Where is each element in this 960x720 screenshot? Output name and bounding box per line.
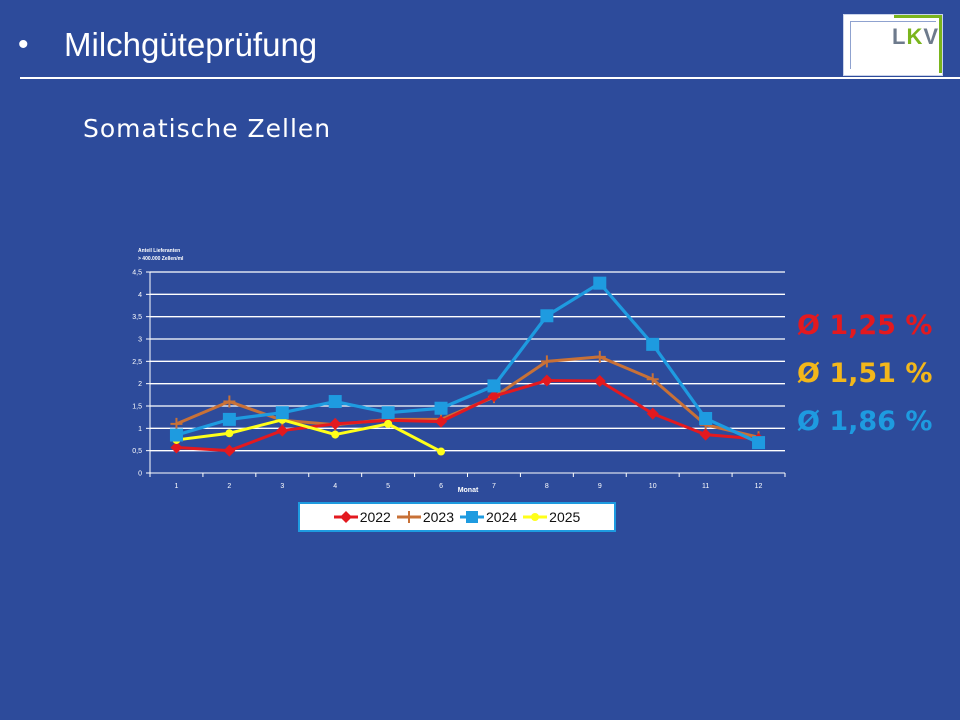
legend-label: 2022 [359,509,391,525]
legend-swatch-icon [396,511,421,523]
data-point-2025 [331,430,340,439]
slide-title: • Milchgüteprüfung [18,26,317,64]
y-axis-label-line2: > 400.000 Zellen/ml [138,256,184,262]
x-tick-label: 8 [545,483,549,490]
x-tick-label: 1 [175,483,179,490]
average-2024-label: Ø 1,86 % [797,406,933,437]
logo-wordmark: LKV [892,24,940,49]
data-point-2022 [329,417,342,430]
y-tick-label: 3,5 [132,314,142,321]
x-tick-label: 9 [598,483,602,490]
data-point-2022 [170,441,183,454]
data-point-2022 [593,374,606,387]
x-tick-label: 3 [280,483,284,490]
x-axis-label: Monat [458,487,479,494]
y-tick-label: 1 [138,426,142,433]
y-tick-label: 2 [138,381,142,388]
data-point-2023 [646,373,659,386]
lkv-logo: LKV [843,14,943,76]
data-point-2022 [540,374,553,387]
data-point-2025 [384,419,393,428]
data-point-2024 [593,276,607,290]
data-point-2022 [487,390,500,403]
legend-item-2024: 2024 [460,509,517,525]
data-point-2022 [276,424,289,437]
data-point-2024 [169,428,183,442]
legend-swatch-icon [333,511,358,523]
average-2022-label: Ø 1,25 % [797,310,933,341]
chart-legend: 2022 2023 2024 2025 [298,502,616,532]
y-tick-label: 4 [138,292,142,299]
data-point-2022 [223,444,236,457]
data-point-2024 [328,395,342,409]
logo-frame [850,21,936,69]
y-tick-label: 0 [138,471,142,478]
average-2025-label: Ø 1,51 % [797,358,933,389]
data-point-2022 [646,407,659,420]
y-tick-label: 3 [138,337,142,344]
legend-label: 2024 [486,509,518,525]
data-point-2024 [646,337,660,351]
y-tick-label: 0,5 [132,448,142,455]
legend-label: 2025 [549,509,581,525]
series-line-2025 [176,418,442,453]
data-point-2024 [540,309,554,323]
x-tick-label: 7 [492,483,496,490]
logo-accent-side [939,15,942,73]
data-point-2024 [434,401,448,415]
title-divider [20,77,960,79]
data-point-2023 [223,395,236,408]
series-line-2022 [176,379,759,453]
data-point-2024 [222,412,236,426]
data-point-2024 [275,406,289,420]
x-tick-label: 5 [386,483,390,490]
data-point-2025 [437,447,446,456]
legend-label: 2023 [422,509,454,525]
legend-item-2023: 2023 [396,509,454,525]
series-line-2024 [176,281,760,445]
x-tick-label: 10 [649,483,657,490]
data-point-2024 [699,412,713,426]
data-point-2022 [699,428,712,441]
legend-item-2025: 2025 [523,509,580,525]
data-point-2022 [435,415,448,428]
x-tick-label: 12 [755,483,763,490]
y-axis-label-line1: Anteil Lieferanten [138,248,180,254]
section-subtitle: Somatische Zellen [83,114,332,143]
legend-swatch-icon [523,513,548,521]
data-point-2023 [170,417,183,430]
legend-item-2022: 2022 [333,509,391,525]
x-tick-label: 11 [702,483,709,490]
y-tick-label: 1,5 [132,404,142,411]
bullet-icon: • [18,28,29,61]
slide-title-text: Milchgüteprüfung [64,26,318,63]
x-tick-label: 4 [333,483,337,490]
data-point-2024 [381,406,395,420]
data-point-2023 [593,350,606,363]
legend-swatch-icon [460,511,484,523]
data-point-2024 [752,436,766,450]
x-tick-label: 6 [439,483,443,490]
y-tick-label: 2,5 [132,359,142,366]
y-tick-label: 4,5 [132,270,142,277]
data-point-2024 [487,379,501,393]
x-tick-label: 2 [227,483,231,490]
data-point-2025 [225,429,234,438]
logo-accent-top [894,15,942,18]
data-point-2023 [540,355,553,368]
